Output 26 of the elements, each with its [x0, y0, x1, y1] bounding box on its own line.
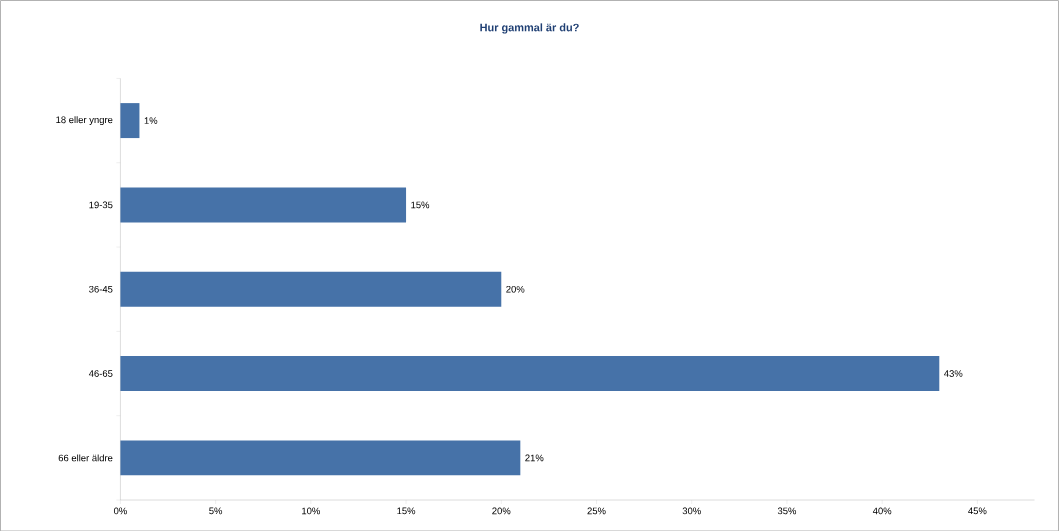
- x-tick-label: 10%: [302, 507, 320, 514]
- bar: [120, 440, 521, 476]
- x-tick-label: 0%: [113, 507, 127, 514]
- chart-title: Hur gammal är du?: [480, 23, 579, 34]
- x-tick-label: 40%: [872, 507, 892, 514]
- bar: [120, 271, 502, 307]
- x-tick-label: 30%: [682, 507, 701, 514]
- y-tick-label: 19-35: [89, 201, 113, 209]
- x-tick-label: 20%: [492, 507, 511, 514]
- bar: [120, 187, 407, 223]
- data-label: 21%: [525, 454, 544, 461]
- x-tick-label: 25%: [587, 507, 606, 514]
- x-tick-label: 15%: [397, 507, 416, 514]
- x-tick-label: 45%: [968, 507, 987, 514]
- y-tick-label: 36-45: [89, 285, 113, 293]
- x-tick-label: 35%: [777, 507, 797, 514]
- data-label: 43%: [944, 369, 963, 377]
- bar: [120, 355, 940, 391]
- data-label: 20%: [506, 285, 525, 293]
- y-tick-label: 46-65: [88, 369, 113, 377]
- data-label: 15%: [411, 201, 430, 208]
- data-label: 1%: [144, 117, 158, 124]
- x-tick-label: 5%: [209, 507, 223, 514]
- bar: [120, 102, 140, 138]
- y-tick-label: 18 eller yngre: [56, 115, 113, 125]
- y-tick-label: 66 eller äldre: [58, 454, 113, 462]
